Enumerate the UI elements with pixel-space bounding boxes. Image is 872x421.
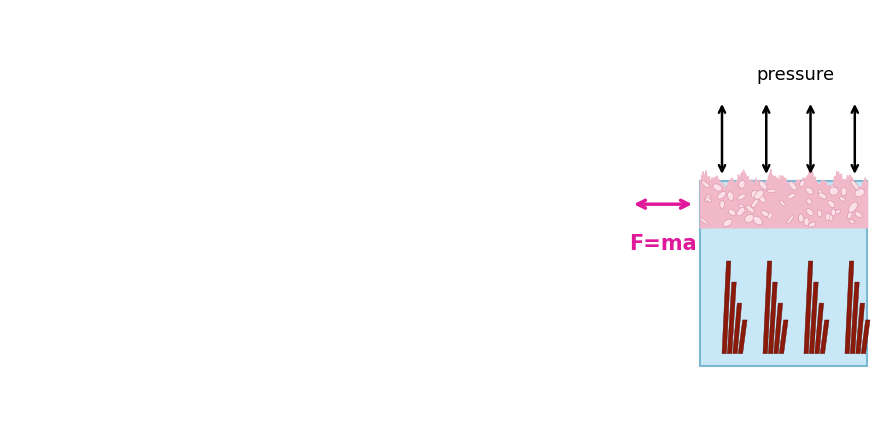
Ellipse shape	[829, 187, 838, 195]
Ellipse shape	[753, 216, 762, 225]
Ellipse shape	[804, 218, 809, 226]
Ellipse shape	[705, 195, 710, 202]
Ellipse shape	[780, 200, 786, 206]
Ellipse shape	[727, 192, 733, 200]
Polygon shape	[732, 303, 742, 354]
Polygon shape	[862, 320, 870, 354]
Polygon shape	[845, 261, 854, 354]
Ellipse shape	[817, 210, 821, 217]
Ellipse shape	[767, 189, 776, 192]
Ellipse shape	[728, 209, 736, 216]
Ellipse shape	[754, 190, 764, 199]
Polygon shape	[768, 282, 777, 354]
Polygon shape	[773, 303, 783, 354]
Ellipse shape	[752, 199, 759, 208]
Ellipse shape	[760, 181, 767, 189]
Ellipse shape	[828, 200, 835, 208]
Polygon shape	[814, 303, 824, 354]
Polygon shape	[804, 261, 813, 354]
Ellipse shape	[855, 189, 864, 197]
Ellipse shape	[746, 205, 754, 213]
Ellipse shape	[789, 181, 796, 190]
Polygon shape	[780, 320, 788, 354]
Ellipse shape	[819, 190, 823, 196]
Ellipse shape	[831, 209, 836, 216]
Ellipse shape	[738, 194, 746, 200]
Ellipse shape	[787, 215, 794, 224]
Ellipse shape	[840, 197, 846, 201]
Ellipse shape	[826, 213, 830, 221]
Ellipse shape	[799, 214, 803, 222]
Ellipse shape	[855, 212, 862, 218]
Ellipse shape	[851, 180, 859, 190]
Polygon shape	[809, 282, 818, 354]
Ellipse shape	[751, 191, 759, 198]
Ellipse shape	[701, 181, 710, 188]
Ellipse shape	[800, 180, 805, 187]
Ellipse shape	[787, 193, 795, 199]
Ellipse shape	[799, 217, 805, 222]
Polygon shape	[763, 261, 772, 354]
Polygon shape	[722, 261, 731, 354]
Polygon shape	[739, 320, 747, 354]
Ellipse shape	[737, 207, 745, 216]
Ellipse shape	[739, 204, 746, 212]
Ellipse shape	[830, 185, 836, 190]
Ellipse shape	[767, 213, 773, 219]
Ellipse shape	[819, 193, 827, 199]
Polygon shape	[850, 282, 859, 354]
Ellipse shape	[806, 187, 813, 195]
Polygon shape	[855, 303, 865, 354]
Ellipse shape	[739, 180, 746, 188]
Ellipse shape	[705, 197, 712, 202]
Text: pressure: pressure	[757, 66, 835, 84]
Ellipse shape	[807, 199, 812, 204]
Ellipse shape	[700, 218, 707, 224]
Ellipse shape	[719, 200, 725, 208]
Ellipse shape	[827, 213, 833, 221]
Ellipse shape	[808, 222, 816, 227]
Polygon shape	[821, 320, 829, 354]
Ellipse shape	[745, 215, 754, 222]
Ellipse shape	[759, 195, 766, 203]
Ellipse shape	[835, 210, 841, 213]
Ellipse shape	[848, 202, 857, 212]
Ellipse shape	[718, 192, 726, 199]
Ellipse shape	[807, 208, 814, 216]
Ellipse shape	[723, 219, 732, 226]
Ellipse shape	[849, 219, 855, 224]
Ellipse shape	[713, 184, 722, 191]
Text: F=ma: F=ma	[630, 234, 697, 254]
Polygon shape	[727, 282, 736, 354]
Ellipse shape	[848, 212, 852, 218]
Ellipse shape	[841, 187, 847, 195]
Ellipse shape	[761, 210, 770, 217]
Bar	[700, 181, 867, 366]
